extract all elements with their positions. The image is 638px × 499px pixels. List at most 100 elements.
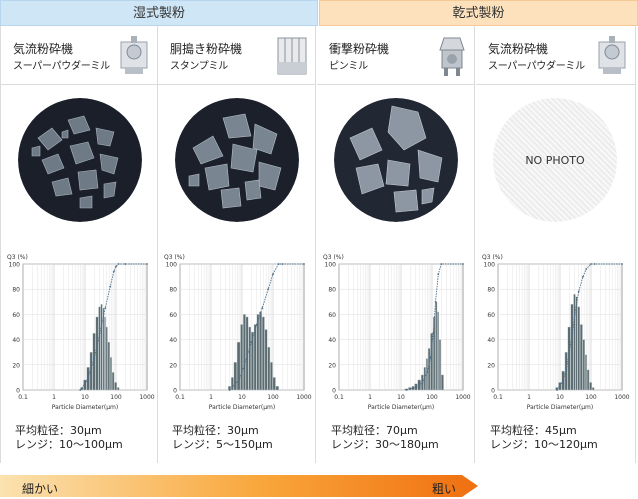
histogram-bar (107, 341, 110, 391)
cumulative-point (112, 270, 115, 273)
histogram-bar (441, 374, 444, 391)
cumulative-point (104, 307, 107, 309)
x-tick-label: 1 (52, 394, 56, 401)
y-tick-label: 40 (328, 337, 336, 344)
stats: 平均粒径：45μm レンジ：10〜120μm (490, 424, 598, 452)
x-tick-label: 0.1 (493, 394, 503, 401)
x-tick-label: 100 (585, 394, 597, 401)
column-pin-mill: 衝撃粉砕機 ピンミル 0 20 40 60 80 100 0.1 1 10 100 1000 Q3 (… (317, 26, 475, 463)
cumulative-point (440, 263, 443, 265)
histogram-bar (95, 316, 99, 391)
x-tick-label: 1000 (614, 394, 629, 401)
machine-row: 気流粉砕機 スーパーパウダーミル (476, 26, 635, 85)
cumulative-line (406, 263, 463, 391)
histogram-bar (104, 316, 106, 391)
histogram-bar (575, 296, 578, 391)
cumulative-point (405, 389, 408, 391)
cumulative-point (437, 273, 440, 275)
histogram-bar (253, 324, 257, 391)
cumulative-point (277, 263, 280, 265)
cumulative-point (561, 381, 564, 384)
histogram-bar (427, 348, 431, 391)
histogram-bar (433, 316, 436, 391)
cumulative-point (79, 389, 82, 391)
histogram-bar (264, 329, 268, 391)
particle-micrograph (18, 98, 142, 222)
histogram-bar (117, 387, 120, 391)
cumulative-point (272, 273, 274, 275)
y-tick-label: 40 (169, 337, 177, 344)
histogram-bar (230, 377, 234, 391)
y-tick-label: 80 (487, 287, 495, 294)
machine-row: 衝撃粉砕機 ピンミル (317, 26, 474, 85)
y-tick-label: 0 (16, 388, 20, 395)
y-tick-label: 100 (484, 262, 496, 269)
machine-name: 気流粉砕機 (13, 42, 74, 56)
cumulative-point (573, 313, 576, 316)
cumulative-point (434, 300, 437, 303)
histogram-bar (437, 311, 439, 391)
x-axis-label: Particle Diameter(μm) (527, 404, 593, 411)
cumulative-point (281, 263, 284, 265)
y-tick-label: 80 (169, 287, 177, 294)
x-tick-label: 1000 (455, 394, 470, 401)
cumulative-point (124, 263, 127, 265)
machine-name: 衝撃粉砕機 (329, 42, 390, 56)
cumulative-point (228, 389, 231, 391)
cumulative-point (250, 341, 253, 344)
y-tick-label: 20 (487, 362, 495, 369)
size-range: レンジ：10〜120μm (490, 438, 598, 451)
cumulative-point (571, 332, 574, 335)
stats: 平均粒径：30μm レンジ：10〜100μm (15, 424, 123, 452)
cumulative-point (426, 371, 429, 374)
histogram-bar (259, 311, 262, 391)
machine-image (439, 37, 465, 76)
histogram-bar (438, 339, 442, 391)
y-tick-label: 80 (328, 287, 336, 294)
y-tick-label: 100 (325, 262, 337, 269)
histogram-bar (105, 326, 108, 391)
machine-row: 気流粉砕機 スーパーパウダーミル (1, 26, 157, 85)
histogram-bar (251, 331, 254, 391)
x-axis-label: Particle Diameter(μm) (209, 404, 275, 411)
cumulative-point (568, 351, 571, 354)
y-tick-label: 60 (487, 312, 495, 319)
histogram-bar (236, 341, 241, 391)
column-super-powder-mill-wet: 気流粉砕機 スーパーパウダーミル 0 20 40 60 80 100 0.1 1 10 100 10… (0, 26, 158, 463)
histogram-bar (243, 314, 246, 391)
machine-image (277, 37, 307, 75)
histogram-bar (579, 324, 583, 391)
y-tick-label: 20 (12, 362, 20, 369)
y-tick-label: 60 (328, 312, 336, 319)
x-axis-label: Particle Diameter(μm) (52, 404, 118, 411)
cumulative-point (243, 363, 246, 366)
histogram-bar (89, 351, 93, 391)
histogram-bar (102, 307, 105, 391)
histogram-bar (256, 314, 260, 391)
y-tick-label: 0 (332, 388, 336, 395)
machine-name: 気流粉砕機 (488, 42, 549, 56)
histogram-bar (100, 304, 103, 391)
cumulative-point (98, 332, 101, 335)
size-range: レンジ：5〜150μm (172, 438, 273, 451)
cumulative-point (585, 268, 588, 270)
cumulative-point (255, 323, 258, 326)
histogram-bar (114, 382, 118, 391)
histogram-bar (109, 357, 112, 391)
machine-image (598, 36, 626, 74)
y-axis-label: Q3 (%) (323, 254, 344, 261)
machine-row: 胴搗き粉砕機 スタンプミル (158, 26, 315, 85)
histogram-bar (592, 387, 595, 391)
particle-size-chart: 0 20 40 60 80 100 0.1 1 10 100 1000 Q3 (%) Particle … (323, 254, 471, 411)
machine-name: 胴搗き粉砕機 (170, 42, 243, 56)
y-tick-label: 40 (487, 337, 495, 344)
histogram-bar (573, 294, 576, 391)
x-tick-label: 0.1 (18, 394, 28, 401)
cumulative-line (229, 263, 304, 391)
histogram-bar (430, 333, 434, 391)
particle-size-chart: 0 20 40 60 80 100 0.1 1 10 100 1000 Q3 (%) Particle … (482, 254, 630, 411)
cumulative-point (86, 379, 89, 381)
cumulative-point (621, 263, 623, 265)
mean-size: 平均粒径：70μm (331, 424, 418, 437)
x-tick-label: 10 (238, 394, 246, 401)
